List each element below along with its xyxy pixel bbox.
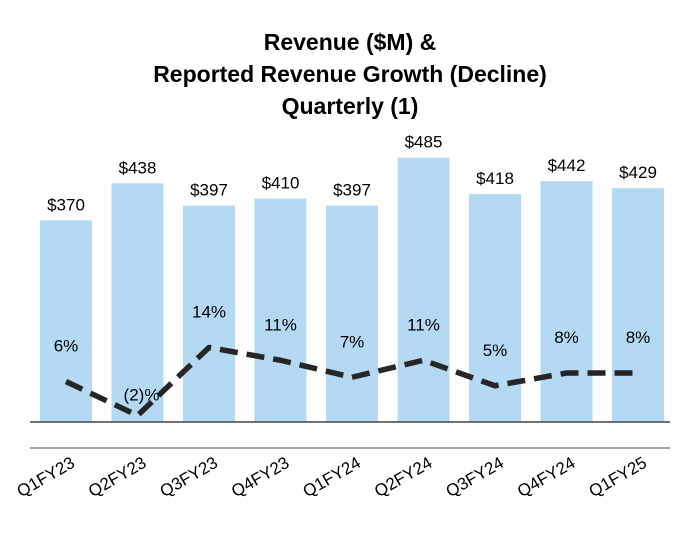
chart-title-line-2: Reported Revenue Growth (Decline) [153,61,547,87]
revenue-value-label: $442 [548,156,586,175]
growth-value-label: 8% [554,328,579,347]
chart-title-line-1: Revenue ($M) & [263,29,437,55]
category-tick-label: Q4FY24 [514,453,578,501]
revenue-bar-q4fy23 [254,198,307,422]
chart-title-line-3: Quarterly (1) [281,93,419,119]
revenue-value-label: $429 [619,163,657,182]
revenue-value-label: $485 [405,133,443,152]
growth-value-label: 5% [483,341,508,360]
revenue-bar-q1fy25 [612,188,664,422]
growth-value-label: 14% [192,303,226,322]
category-tick-label: Q4FY23 [228,453,292,501]
growth-value-label: 11% [407,315,440,334]
growth-value-label: 7% [340,332,365,351]
category-tick-label: Q1FY25 [586,453,650,501]
category-tick-label: Q1FY23 [14,453,78,501]
revenue-value-label: $410 [262,174,300,193]
revenue-bar-q4fy24 [540,181,593,422]
growth-value-label: 11% [264,315,297,334]
revenue-bar-q2fy24 [397,157,450,423]
category-tick-label: Q3FY24 [443,453,507,501]
category-tick-label: Q2FY23 [85,453,149,501]
chart-title: Revenue ($M) & Reported Revenue Growth (… [0,26,700,122]
revenue-bar-q3fy23 [183,205,235,422]
category-tick-label: Q2FY24 [371,453,435,501]
revenue-value-label: $438 [119,158,157,177]
growth-value-label: (2)% [124,386,160,405]
revenue-value-label: $370 [47,195,85,214]
category-tick-label: Q1FY24 [300,453,364,501]
revenue-bar-q1fy23 [40,220,92,422]
revenue-value-label: $397 [333,181,371,200]
revenue-bar-q2fy23 [111,183,164,422]
revenue-value-label: $418 [476,169,514,188]
growth-line [64,344,638,419]
revenue-bar-q1fy24 [326,205,378,422]
growth-value-label: 8% [626,328,651,347]
revenue-value-label: $397 [190,181,228,200]
growth-value-label: 6% [54,337,79,356]
category-tick-label: Q3FY23 [157,453,221,501]
